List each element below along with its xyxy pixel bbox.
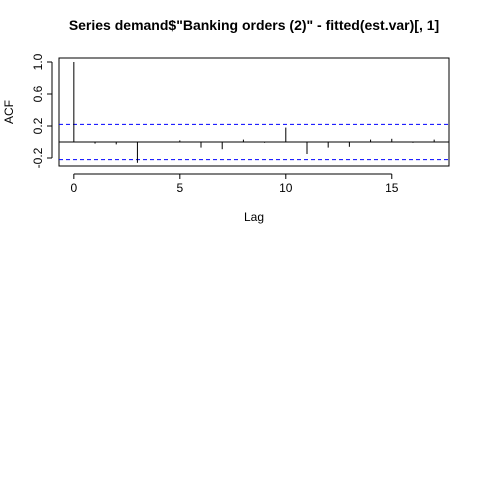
plot-frame (58, 57, 450, 167)
plot-area (59, 62, 449, 163)
y-axis: -0.2 0.2 0.6 1.0 (31, 53, 53, 168)
y-axis-label: ACF (2, 100, 16, 124)
y-tick-label: 0.6 (31, 85, 45, 102)
x-tick-label: 5 (176, 181, 183, 195)
x-axis-label: Lag (244, 210, 264, 224)
x-tick-label: 15 (385, 181, 399, 195)
x-axis: 0 5 10 15 (70, 173, 399, 195)
y-tick-label: -0.2 (31, 147, 45, 168)
x-tick-label: 10 (279, 181, 293, 195)
x-tick-label: 0 (70, 181, 77, 195)
y-tick-label: 1.0 (31, 53, 45, 70)
chart-title: Series demand$"Banking orders (2)" - fit… (69, 17, 439, 33)
y-tick-label: 0.2 (31, 117, 45, 134)
